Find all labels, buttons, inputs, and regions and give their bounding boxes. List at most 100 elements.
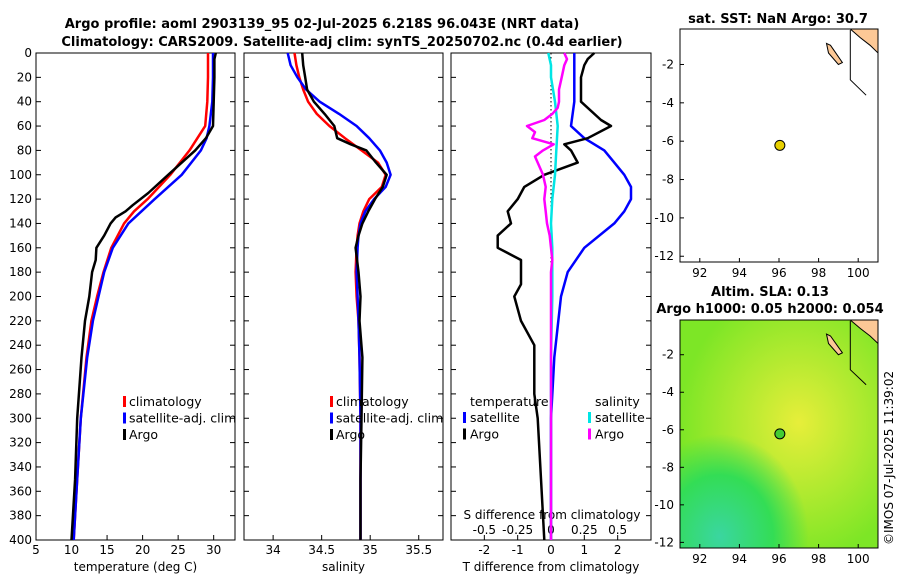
diff-line-salinity-satellite [547,52,559,540]
temp-legend-swatch [123,412,126,424]
diff-xtick-label: 1 [581,543,589,557]
sla-map-title-line2: Argo h1000: 0.05 h2000: 0.054 [656,302,883,317]
sal-legend-swatch [330,429,333,440]
temp-ytick-label: 360 [9,484,32,498]
temp-ytick-label: 140 [9,216,32,230]
figure-title-line2: Climatology: CARS2009. Satellite-adj cli… [61,35,622,50]
diff-xlabel: T difference from climatology [462,560,640,574]
sla-map-coastline [849,320,867,386]
sla-map-ytick-label: -8 [662,460,674,474]
temp-legend-swatch [123,396,126,407]
figure-title-line1: Argo profile: aoml 2903139_95 02-Jul-202… [65,17,580,32]
sla-map-xtick-label: 100 [847,552,870,566]
sst-map-xtick-label: 94 [732,266,747,280]
sal-legend-swatch [330,412,333,424]
diff-line-temperature-argo [496,52,613,541]
temp-ytick-label: 80 [17,143,32,157]
temp-legend-label: climatology [129,394,202,409]
temp-ytick-label: 40 [17,95,32,109]
temp-ytick-label: 0 [24,46,32,60]
diff-x2tick-label: 0.5 [608,523,627,537]
sst-map-xtick-label: 98 [811,266,826,280]
sst-map-float-marker [774,139,786,151]
sal-xtick-label: 35 [363,543,378,557]
sal-xtick-label: 34.5 [308,543,335,557]
temp-legend-label: Argo [129,427,158,442]
sst-map-land-sumatra [848,28,879,55]
sst-map-coastline [849,30,867,96]
sla-map-xtick-label: 92 [692,552,707,566]
sst-map-xtick-label: 100 [847,266,870,280]
diff-legend-temp-title: temperature [470,394,549,409]
diff-xtick-label: 0 [547,543,555,557]
sal-line-argo [300,52,388,540]
sla-map-title-line1: Altim. SLA: 0.13 [711,285,829,300]
sst-map-ytick-label: -6 [662,134,674,148]
sla-map-ytick-label: -2 [662,348,674,362]
sst-map-title: sat. SST: NaN Argo: 30.7 [688,12,868,27]
diff-legend-label: satellite [470,410,520,425]
sst-map-xtick-label: 96 [771,266,786,280]
temp-legend-label: satellite-adj. clim [129,411,236,426]
salinity-axes-box [243,52,444,541]
temp-ytick-label: 100 [9,168,32,182]
temp-ytick-label: 60 [17,119,32,133]
temp-ytick-label: 400 [9,533,32,547]
temp-ytick-label: 180 [9,265,32,279]
diff-legend-label: Argo [470,427,499,442]
temp-line-satellite-adj--clim [72,53,215,541]
sal-line-satellite-adj--clim [286,52,392,540]
sal-legend-label: satellite-adj. clim [336,411,443,426]
sla-map-ytick-label: -6 [662,423,674,437]
diff-legend-label: Argo [595,427,624,442]
temp-xtick-label: 5 [32,543,40,557]
sal-xtick-label: 34 [265,543,280,557]
temp-xtick-label: 10 [64,543,79,557]
sal-legend-label: Argo [336,427,365,442]
sla-map-ytick-label: -4 [662,385,674,399]
plot-layer: 0204060801001201401601802002202402602803… [9,28,879,574]
imos-watermark: ©IMOS 07-Jul-2025 11:39:02 [882,371,896,545]
temp-ytick-label: 200 [9,290,32,304]
temp-xtick-label: 15 [99,543,114,557]
temp-ytick-label: 380 [9,509,32,523]
sla-map-land-island [825,333,844,356]
sst-map-ytick-label: -10 [654,211,674,225]
diff-legend-sal-title: salinity [595,394,640,409]
temp-ytick-label: 320 [9,436,32,450]
diff-legend-swatch [463,428,466,440]
diff-xtick-label: -2 [478,543,490,557]
sst-map-ytick-label: -8 [662,173,674,187]
sla-map-xtick-label: 96 [771,552,786,566]
sla-map-xtick-label: 98 [811,552,826,566]
sst-map-ytick-label: -12 [654,249,674,263]
temp-ytick-label: 240 [9,338,32,352]
temp-legend-swatch [123,429,126,440]
diff-legend-swatch [588,428,591,440]
diff-x2tick-label: -0.25 [502,523,533,537]
diff-line-salinity-argo [525,52,569,540]
diff-x2tick-label: -0.5 [473,523,496,537]
temp-ytick-label: 120 [9,192,32,206]
sal-xtick-label: 35.5 [405,543,432,557]
temp-xtick-label: 30 [206,543,221,557]
diff-legend-label: satellite [595,410,645,425]
diff-x2tick-label: 0.25 [571,523,598,537]
temp-ytick-label: 20 [17,70,32,84]
temp-xtick-label: 20 [135,543,150,557]
diff-legend-swatch [463,412,466,423]
sal-line-climatology [293,52,387,540]
sla-map-ytick-label: -10 [654,498,674,512]
sla-map-ytick-label: -12 [654,535,674,549]
temp-ytick-label: 340 [9,460,32,474]
diff-xtick-label: 2 [614,543,622,557]
temp-xlabel: temperature (deg C) [74,560,197,574]
sla-map-float-marker [774,428,786,440]
diff-line-temperature-satellite [549,53,633,540]
temp-ytick-label: 260 [9,363,32,377]
temp-xtick-label: 25 [171,543,186,557]
temp-ytick-label: 220 [9,314,32,328]
temp-ytick-label: 160 [9,241,32,255]
